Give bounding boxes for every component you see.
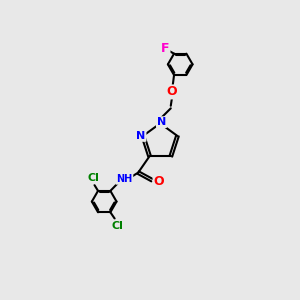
Text: O: O xyxy=(167,85,177,98)
Text: Cl: Cl xyxy=(112,220,124,231)
Text: N: N xyxy=(157,117,166,127)
Text: N: N xyxy=(136,131,146,141)
Text: Cl: Cl xyxy=(88,173,99,183)
Text: F: F xyxy=(161,42,170,55)
Text: O: O xyxy=(154,175,164,188)
Text: NH: NH xyxy=(116,174,133,184)
